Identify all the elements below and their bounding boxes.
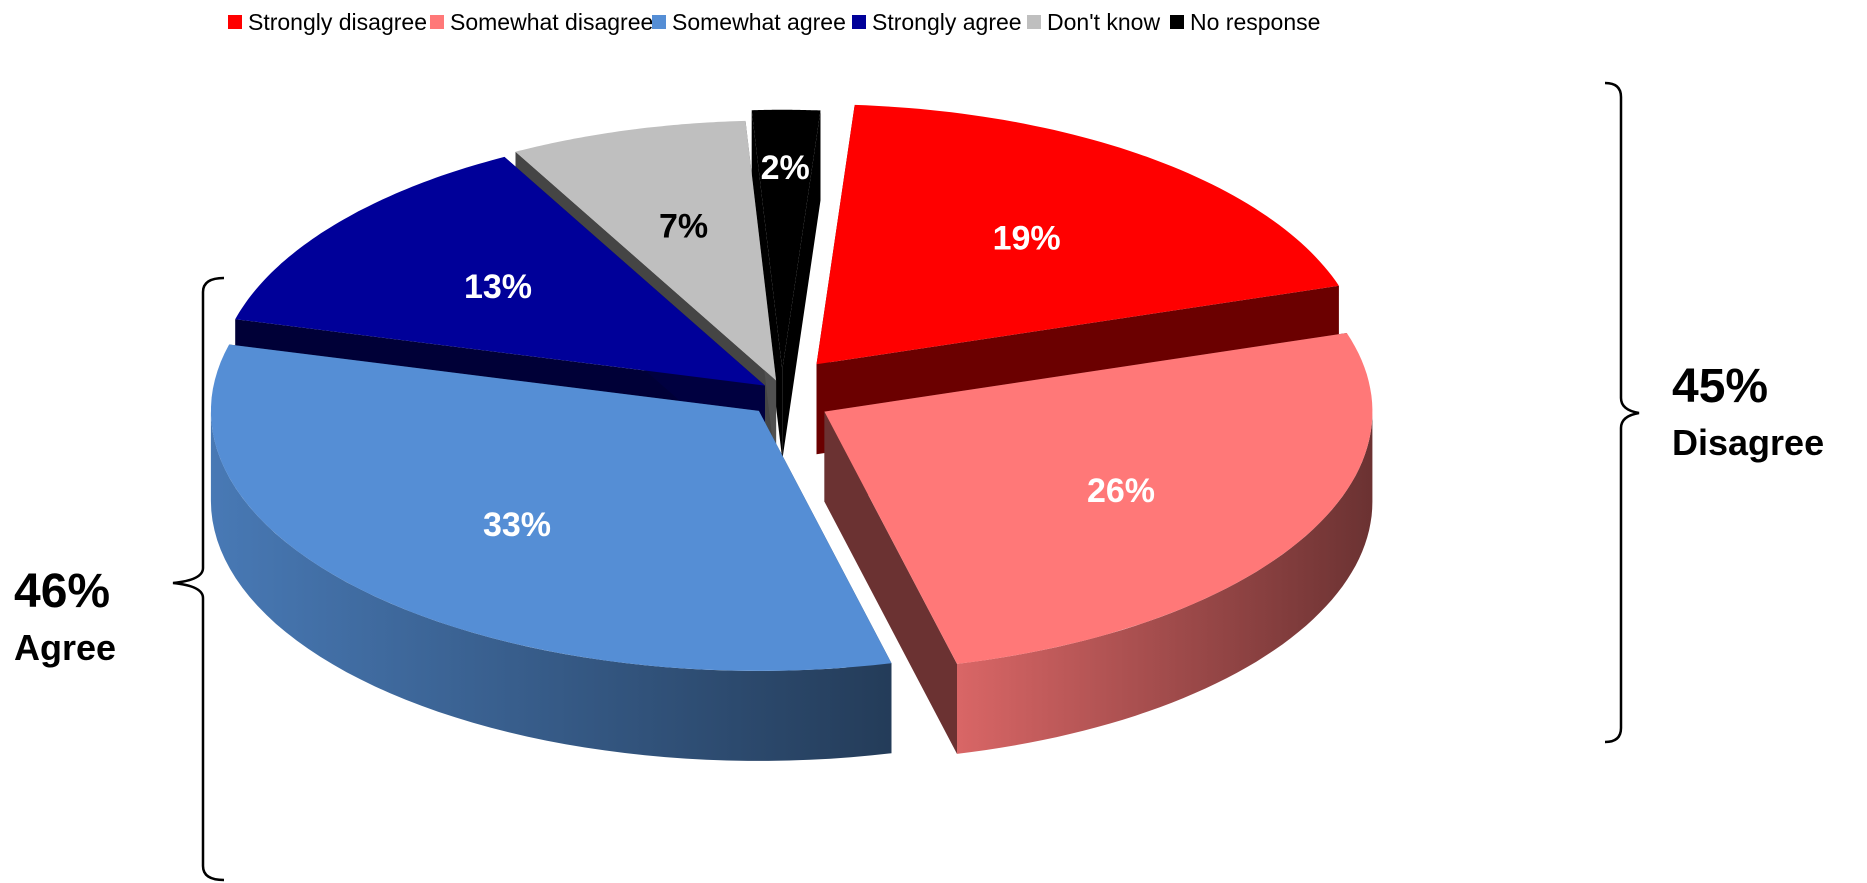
disagree-group-percent: 45%	[1672, 360, 1768, 413]
slice-somewhat-disagree	[824, 333, 1373, 754]
slice-top-face	[515, 120, 777, 381]
group-brackets: 45% Disagree 46% Agree	[14, 81, 1824, 882]
disagree-bracket	[1604, 81, 1640, 744]
slice-outer-wall	[210, 410, 892, 761]
chart-legend: Strongly disagree Somewhat disagree Somewh…	[0, 6, 1560, 38]
legend-item-strongly-disagree: Strongly disagree	[228, 6, 427, 38]
slice-somewhat-agree	[210, 344, 892, 761]
legend-item-somewhat-agree: Somewhat agree	[652, 6, 846, 38]
legend-swatch	[1027, 15, 1041, 29]
value-label-strongly-agree: 13%	[464, 268, 532, 306]
legend-label: Somewhat disagree	[450, 8, 654, 35]
slice-side-wall	[782, 110, 821, 460]
legend-swatch	[228, 15, 242, 29]
pie-slices	[210, 104, 1373, 761]
legend-label: No response	[1190, 8, 1321, 35]
slice-top-face	[211, 344, 892, 671]
value-label-somewhat-disagree: 26%	[1087, 472, 1155, 510]
legend-label: Strongly agree	[872, 8, 1022, 35]
value-label-no-response: 2%	[761, 149, 810, 187]
legend-item-don-t-know: Don't know	[1027, 6, 1160, 38]
pie-value-labels: 19% 26% 33% 13% 7% 2%	[464, 149, 1155, 544]
legend-swatch	[852, 15, 866, 29]
legend-item-somewhat-disagree: Somewhat disagree	[430, 6, 653, 38]
agree-group-label: Agree	[14, 627, 116, 668]
value-label-somewhat-agree: 33%	[483, 506, 551, 544]
slice-side-wall	[824, 411, 957, 754]
agree-bracket	[172, 276, 225, 882]
slice-top-face	[824, 333, 1373, 664]
legend-item-no-response: No response	[1170, 6, 1320, 38]
slice-top-face	[751, 109, 821, 370]
legend-swatch	[1170, 15, 1184, 29]
slice-outer-wall	[957, 411, 1373, 754]
value-label-don-t-know: 7%	[659, 207, 708, 245]
legend-swatch	[430, 15, 444, 29]
legend-label: Somewhat agree	[672, 8, 846, 35]
legend-label: Don't know	[1047, 8, 1161, 35]
slice-top-face	[816, 104, 1339, 365]
legend-label: Strongly disagree	[248, 8, 427, 35]
slice-top-face	[235, 156, 765, 386]
legend-swatch	[652, 15, 666, 29]
legend-item-strongly-agree: Strongly agree	[852, 6, 1022, 38]
disagree-group-label: Disagree	[1672, 422, 1824, 463]
value-label-strongly-disagree: 19%	[993, 220, 1061, 258]
agree-group-percent: 46%	[14, 565, 110, 618]
